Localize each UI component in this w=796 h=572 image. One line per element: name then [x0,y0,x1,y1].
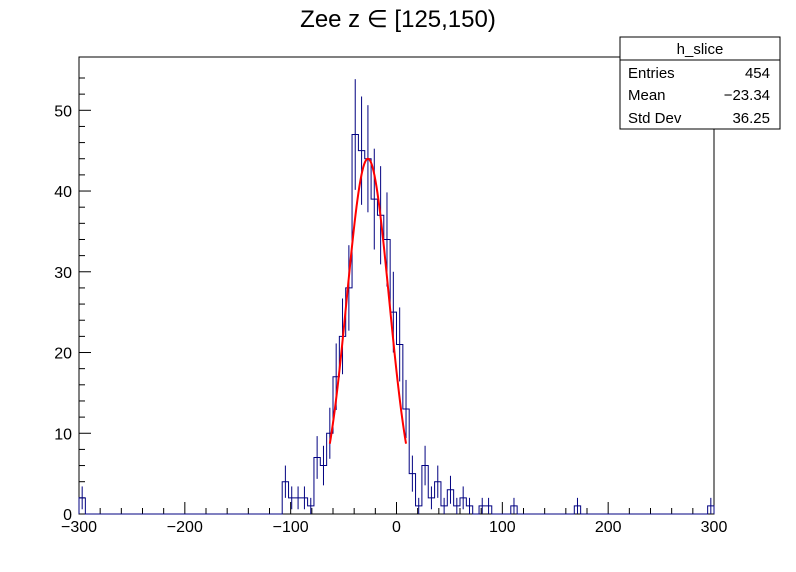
histogram-outline [78,134,715,515]
chart-title: Zee z ∈ [125,150) [300,6,496,33]
stats-stddev-label: Std Dev [628,110,682,127]
stats-box-frame [619,36,781,130]
y-axis: 0 10 20 30 40 50 [54,77,91,524]
stats-entries-value: 454 [745,65,770,82]
x-axis: −300 −200 −100 0 100 200 300 [61,502,727,536]
y-tick-label: 30 [54,265,72,282]
x-tick-label: −300 [61,519,97,536]
y-tick-label: 0 [63,507,72,524]
plot-frame [78,56,715,515]
y-tick-label: 10 [54,426,72,443]
y-tick-label: 40 [54,184,72,201]
stats-box: h_slice Entries 454 Mean −23.34 Std Dev … [619,36,781,130]
stats-mean-label: Mean [628,87,666,104]
y-tick-label: 20 [54,346,72,363]
fit-curve [328,157,408,444]
plot-area-border [78,56,715,515]
y-tick-label: 50 [54,103,72,120]
x-tick-label: 200 [595,519,622,536]
stats-stddev-value: 36.25 [732,110,770,127]
x-tick-label: 100 [489,519,516,536]
histogram-bins [78,79,715,515]
gaussian-fit-line [328,157,408,444]
x-tick-label: −200 [167,519,203,536]
x-tick-label: 0 [392,519,401,536]
stats-mean-value: −23.34 [724,87,770,104]
stats-box-title: h_slice [677,41,724,58]
stats-entries-label: Entries [628,65,675,82]
x-tick-label: 300 [701,519,728,536]
x-tick-label: −100 [273,519,309,536]
